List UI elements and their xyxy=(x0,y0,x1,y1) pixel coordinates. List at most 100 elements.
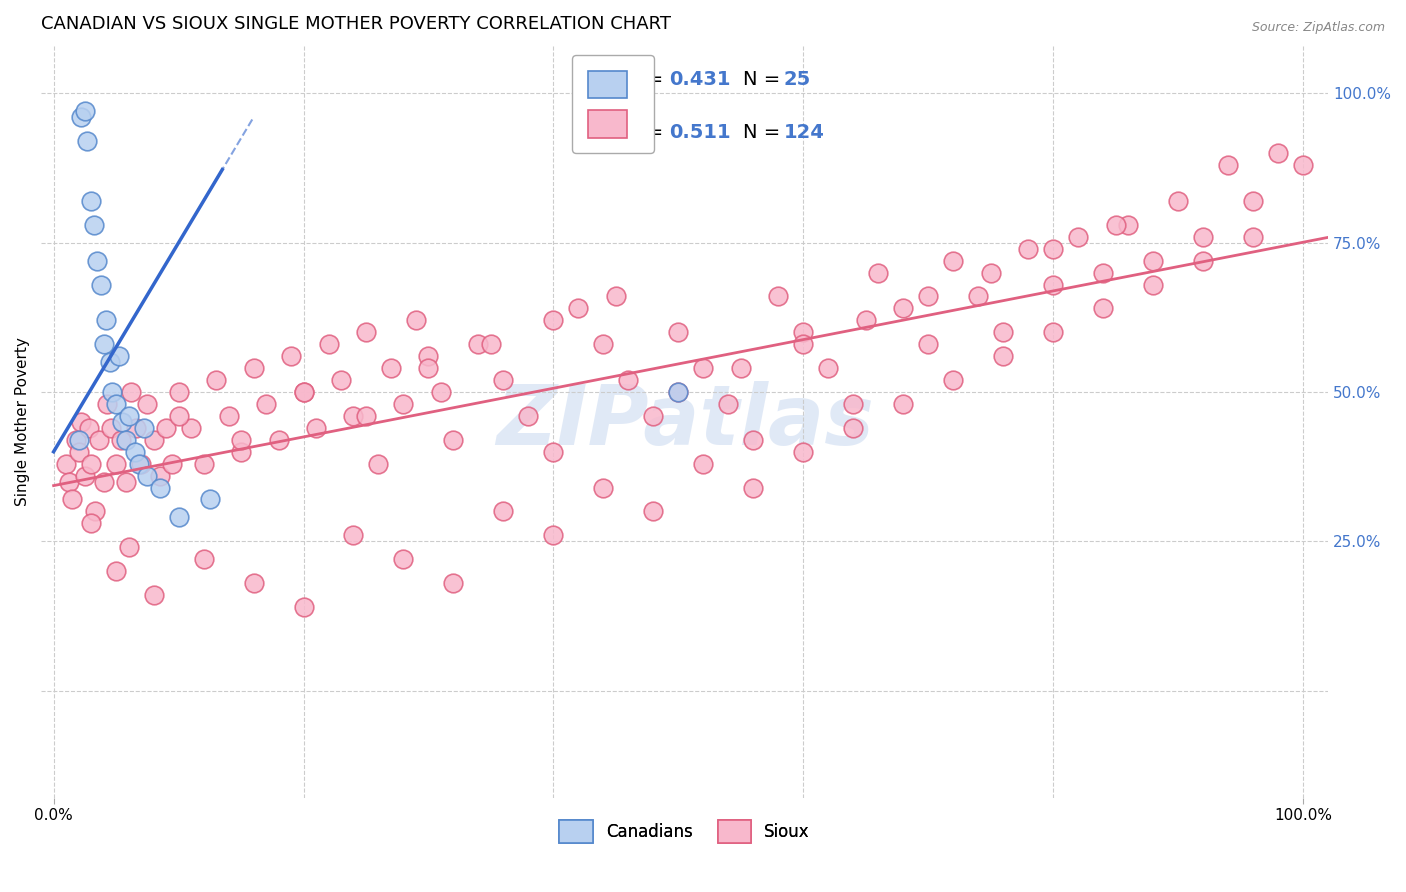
Point xyxy=(129,457,152,471)
Point xyxy=(354,409,377,423)
Point xyxy=(142,433,165,447)
Point xyxy=(1092,266,1115,280)
Point xyxy=(666,384,689,399)
Point xyxy=(1142,277,1164,292)
Point xyxy=(117,541,139,555)
Point xyxy=(479,337,502,351)
Point xyxy=(132,421,155,435)
Point xyxy=(86,253,108,268)
Point xyxy=(1218,158,1240,172)
Point xyxy=(1241,194,1264,208)
Point xyxy=(229,433,252,447)
Point xyxy=(87,433,110,447)
Point xyxy=(292,384,315,399)
Point xyxy=(942,253,965,268)
Point xyxy=(70,111,93,125)
Point xyxy=(107,349,129,363)
Point xyxy=(543,313,565,327)
Point xyxy=(267,433,290,447)
Point xyxy=(120,384,142,399)
Point xyxy=(492,504,515,518)
Text: R =: R = xyxy=(627,70,669,89)
Point xyxy=(666,326,689,340)
Point xyxy=(1017,242,1039,256)
Point xyxy=(1042,326,1064,340)
Point xyxy=(418,361,440,376)
Point xyxy=(367,457,389,471)
Point xyxy=(318,337,340,351)
Point xyxy=(742,481,765,495)
Point xyxy=(77,421,100,435)
Point xyxy=(993,326,1015,340)
Point xyxy=(193,552,215,566)
Point xyxy=(717,397,740,411)
Point xyxy=(467,337,489,351)
Point xyxy=(443,433,465,447)
Point xyxy=(80,194,103,208)
Point xyxy=(643,504,665,518)
Point xyxy=(1142,253,1164,268)
Point xyxy=(592,481,614,495)
Point xyxy=(666,384,689,399)
Point xyxy=(868,266,890,280)
Point xyxy=(105,564,128,578)
Point xyxy=(65,433,87,447)
Point xyxy=(117,409,139,423)
Point xyxy=(155,421,177,435)
Point xyxy=(70,415,93,429)
Point xyxy=(1292,158,1315,172)
Point xyxy=(342,409,364,423)
Point xyxy=(592,337,614,351)
Point xyxy=(167,409,190,423)
Point xyxy=(229,444,252,458)
Point xyxy=(380,361,402,376)
Point xyxy=(198,492,221,507)
Point xyxy=(792,326,814,340)
Point xyxy=(1092,301,1115,316)
Point xyxy=(1067,229,1090,244)
Point xyxy=(115,433,138,447)
Point xyxy=(90,277,112,292)
Point xyxy=(242,361,264,376)
Point xyxy=(1192,229,1215,244)
Text: N =: N = xyxy=(742,70,786,89)
Point xyxy=(105,457,128,471)
Text: N =: N = xyxy=(742,123,786,142)
Point xyxy=(67,433,90,447)
Point xyxy=(543,444,565,458)
Point xyxy=(405,313,427,327)
Text: CANADIAN VS SIOUX SINGLE MOTHER POVERTY CORRELATION CHART: CANADIAN VS SIOUX SINGLE MOTHER POVERTY … xyxy=(41,15,671,33)
Point xyxy=(392,397,415,411)
Text: 0.511: 0.511 xyxy=(669,123,731,142)
Point xyxy=(162,457,184,471)
Point xyxy=(93,337,115,351)
Point xyxy=(93,475,115,489)
Point xyxy=(101,384,124,399)
Point xyxy=(730,361,752,376)
Point xyxy=(136,468,159,483)
Point xyxy=(768,289,790,303)
Point xyxy=(125,421,148,435)
Point xyxy=(242,576,264,591)
Point xyxy=(1042,242,1064,256)
Point xyxy=(254,397,277,411)
Point xyxy=(1042,277,1064,292)
Text: 25: 25 xyxy=(783,70,811,89)
Point xyxy=(617,373,640,387)
Point xyxy=(1267,146,1289,161)
Point xyxy=(83,218,105,232)
Point xyxy=(980,266,1002,280)
Point xyxy=(110,433,132,447)
Point xyxy=(115,475,138,489)
Point xyxy=(305,421,328,435)
Point xyxy=(418,349,440,363)
Point xyxy=(1241,229,1264,244)
Point xyxy=(83,504,105,518)
Point xyxy=(96,397,118,411)
Point xyxy=(105,397,128,411)
Point xyxy=(917,337,939,351)
Point xyxy=(55,457,77,471)
Point xyxy=(430,384,453,399)
Point xyxy=(292,384,315,399)
Point xyxy=(111,415,134,429)
